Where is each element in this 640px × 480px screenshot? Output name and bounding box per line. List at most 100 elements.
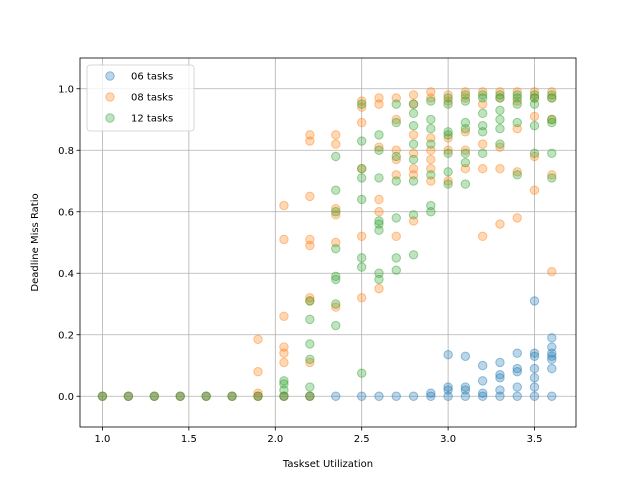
data-point [357,96,367,106]
data-point [443,133,453,143]
data-point [512,96,522,106]
data-point [495,219,505,229]
data-point [426,391,436,401]
data-point [391,145,401,155]
data-point [253,366,263,377]
data-point [512,167,522,177]
data-point [391,231,401,242]
data-point [253,391,263,401]
data-point [495,114,505,125]
data-point [331,139,341,149]
data-point [305,296,315,306]
data-point [374,391,384,401]
data-point [408,176,419,186]
y-tick-label: 0.6 [58,207,74,218]
data-point [279,342,289,352]
data-point [391,213,401,223]
data-point [426,145,436,155]
axis-ticks: 1.0 1.5 2.0 2.5 3.0 3.5 0.0 0.2 0.4 0.6 0.8 1.0 [58,84,542,445]
data-point [512,87,522,97]
data-point [460,127,471,137]
x-tick-label: 3.5 [527,434,543,445]
data-point [547,363,557,374]
data-point [477,388,488,398]
data-point [512,93,522,103]
data-point [357,117,367,128]
data-point [443,145,453,155]
data-point [357,253,367,263]
data-point [357,102,367,112]
data-point [408,216,419,226]
data-point [495,124,505,134]
data-point [227,391,237,401]
data-point [305,130,315,140]
data-point [426,388,436,398]
data-point [547,173,557,183]
data-point [477,127,488,137]
data-point [426,164,436,174]
data-point [529,373,540,383]
data-point [408,164,419,174]
y-tick-label: 1.0 [58,84,74,95]
data-point [477,164,488,174]
data-point [529,351,540,361]
data-point [529,185,540,195]
data-point [391,117,401,128]
data-point [529,148,540,159]
data-point [357,231,367,242]
data-point [305,391,315,401]
data-point [495,105,505,115]
data-point [331,203,341,214]
data-point [331,271,341,282]
data-point [357,293,367,303]
data-point [331,274,341,285]
data-point [426,114,436,125]
data-point [357,164,367,174]
data-point [305,391,315,401]
legend-marker [105,113,115,123]
data-point [443,127,453,137]
data-point [279,391,289,401]
data-point [305,391,315,401]
data-point [408,148,419,159]
data-point [512,382,522,392]
data-point [279,391,289,401]
data-point [460,93,471,103]
data-point [331,391,341,401]
data-point [547,391,557,401]
data-point [547,170,557,180]
data-point [477,139,488,149]
data-point [426,93,436,103]
data-point [529,348,540,358]
data-point [547,333,557,343]
data-point [460,164,471,174]
data-point [253,334,263,345]
data-point [529,87,540,97]
data-point [331,243,341,254]
data-point [495,93,505,103]
data-point [408,99,419,109]
data-point [279,200,289,211]
data-point [305,240,315,251]
data-point [460,157,471,168]
data-point [495,164,505,174]
data-point [279,385,289,395]
data-point [443,96,453,106]
data-point [391,176,401,186]
data-point [175,391,185,401]
data-point [495,391,505,401]
y-tick-label: 0.8 [58,146,74,157]
data-point [512,170,522,180]
data-point [279,379,289,389]
data-point [123,391,134,401]
data-point [495,139,505,149]
data-point [391,93,401,103]
data-point [408,391,419,401]
data-point [529,120,540,131]
legend-label: 12 tasks [131,114,173,125]
data-point [391,265,401,275]
data-point [426,207,436,217]
data-point [477,93,488,103]
series-2 [97,90,557,401]
